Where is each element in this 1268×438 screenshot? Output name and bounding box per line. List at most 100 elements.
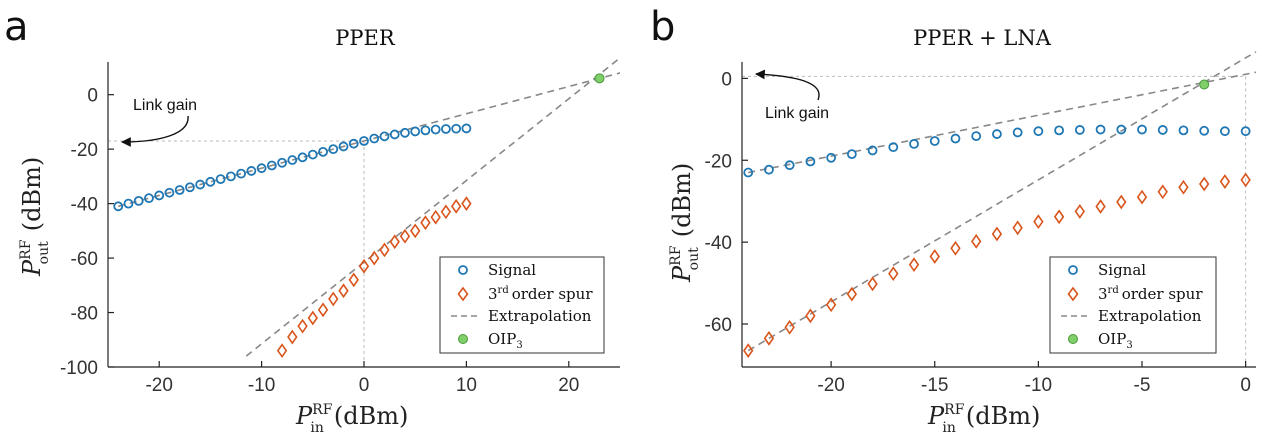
signal-point-a (318, 146, 328, 157)
spur-point-b (1178, 179, 1189, 195)
spur-point-a (379, 242, 390, 258)
signal-point-a (133, 195, 144, 206)
oip3-point-a (594, 73, 605, 84)
y-axis-label-b: PRF out(dBm) (668, 163, 702, 283)
spur-point-a (297, 318, 308, 334)
spur-point-b (743, 343, 754, 359)
legend-signal-marker-a (458, 265, 468, 275)
legend-spur-label-a: 3rd order spur (488, 285, 593, 303)
spur-point-a (399, 228, 411, 244)
signal-point-a (225, 171, 236, 182)
spur-point-b (1219, 174, 1231, 189)
spur-point-b (929, 249, 940, 264)
spur-point-b (1095, 199, 1106, 214)
link-gain-arrow-b (755, 69, 820, 101)
spur-point-b (991, 226, 1003, 242)
signal-point-b (1054, 125, 1065, 136)
signal-point-b (1178, 125, 1189, 136)
y-axis-label-a: PRF out(dBm) (18, 157, 52, 277)
signal-point-a (195, 179, 206, 190)
y-tick-label-a: -100 (60, 358, 98, 379)
legend-b: Signal 3rd order spur Extrapolation OIP3 (1049, 256, 1217, 354)
legend-extrap-label-a: Extrapolation (488, 307, 592, 325)
y-tick-labels-a: 0 -20 -40 -60 -80 -100 (60, 86, 98, 379)
spur-point-b (763, 330, 775, 346)
y-tick-label-b: -60 (705, 315, 732, 336)
signal-point-b (1137, 124, 1147, 135)
signal-point-a (328, 144, 339, 155)
signal-point-a (410, 126, 421, 137)
x-axis-label-b: PRF in (dBm) (927, 402, 1040, 436)
legend-signal-label-a: Signal (488, 261, 536, 279)
link-gain-arrow-a (121, 115, 189, 147)
signal-point-b (929, 136, 940, 146)
signal-point-a (215, 174, 226, 184)
spur-point-b (1074, 204, 1086, 219)
panel-title-b: PPER + LNA (913, 26, 1052, 50)
spur-point-a (461, 196, 472, 212)
signal-point-a (256, 163, 267, 174)
legend-oip-marker-b (1068, 334, 1078, 344)
signal-point-a (185, 182, 195, 193)
signal-point-b (1116, 124, 1127, 135)
y-tick-labels-b: 0 -20 -40 -60 (705, 69, 732, 336)
signal-point-b (950, 133, 961, 144)
x-tick-label-b: -5 (1134, 375, 1151, 396)
signal-point-a (154, 190, 165, 201)
x-tick-label-a: -10 (248, 375, 275, 396)
spur-point-b (1033, 214, 1044, 230)
spur-point-a (369, 250, 380, 266)
spur-point-b (825, 297, 837, 313)
signal-point-b (992, 129, 1002, 139)
signal-point-a (359, 136, 369, 146)
signal-point-b (1095, 124, 1106, 135)
signal-point-b (1240, 126, 1251, 137)
spur-point-a (450, 198, 462, 214)
y-tick-label-b: 0 (721, 69, 732, 90)
signal-point-a (307, 149, 318, 160)
spur-point-a (328, 291, 339, 307)
signal-point-a (266, 160, 277, 171)
extrapolation-line-1-a (118, 72, 621, 208)
spur-point-a (287, 329, 298, 345)
oip3-point-b (1199, 79, 1210, 90)
signal-point-a (113, 201, 124, 212)
link-gain-annotation-b: Link gain (765, 105, 829, 122)
x-tick-label-a: 0 (359, 375, 370, 396)
spur-point-b (784, 319, 795, 335)
legend-signal-label-b: Signal (1098, 261, 1146, 279)
spur-point-a (307, 310, 318, 326)
legend-a: Signal 3rd order spur Extrapolation OIP3 (439, 256, 605, 354)
panel-letter-b: b (650, 4, 675, 50)
x-tick-label-b: -10 (1025, 375, 1052, 396)
spur-point-a (276, 343, 288, 359)
signal-point-b (1033, 126, 1044, 137)
extrapolation-line-1-b (748, 71, 1257, 174)
panel-letter-a: a (4, 4, 29, 50)
spur-point-b (1136, 189, 1148, 205)
signal-point-b (909, 138, 919, 149)
spur-point-b (1053, 209, 1065, 225)
signal-point-a (379, 131, 390, 142)
signal-point-a (389, 129, 400, 140)
spur-point-b (867, 276, 878, 292)
signal-point-a (297, 152, 308, 163)
signal-point-b (743, 167, 754, 178)
spur-point-b (971, 233, 982, 249)
signal-point-a (205, 176, 216, 187)
signal-point-a (369, 133, 380, 144)
x-axis-label-a: PRF in (dBm) (295, 402, 408, 436)
spur-point-a (358, 258, 370, 274)
spur-point-a (420, 215, 431, 231)
legend-box-b (1049, 256, 1217, 354)
y-tick-label-a: -60 (71, 249, 98, 270)
signal-point-a (277, 157, 287, 168)
panel-a: a PPER -20 -10 0 10 20 0-20-40-60-80-100 Lin… (4, 4, 621, 436)
spur-point-a (410, 223, 421, 239)
legend-spur-marker-a (457, 286, 469, 302)
legend-extrap-label-b: Extrapolation (1098, 307, 1202, 325)
signal-point-b (971, 131, 982, 142)
spur-point-b (908, 257, 920, 273)
y-tick-label-a: -20 (71, 140, 98, 161)
spur-point-b (1157, 184, 1168, 200)
